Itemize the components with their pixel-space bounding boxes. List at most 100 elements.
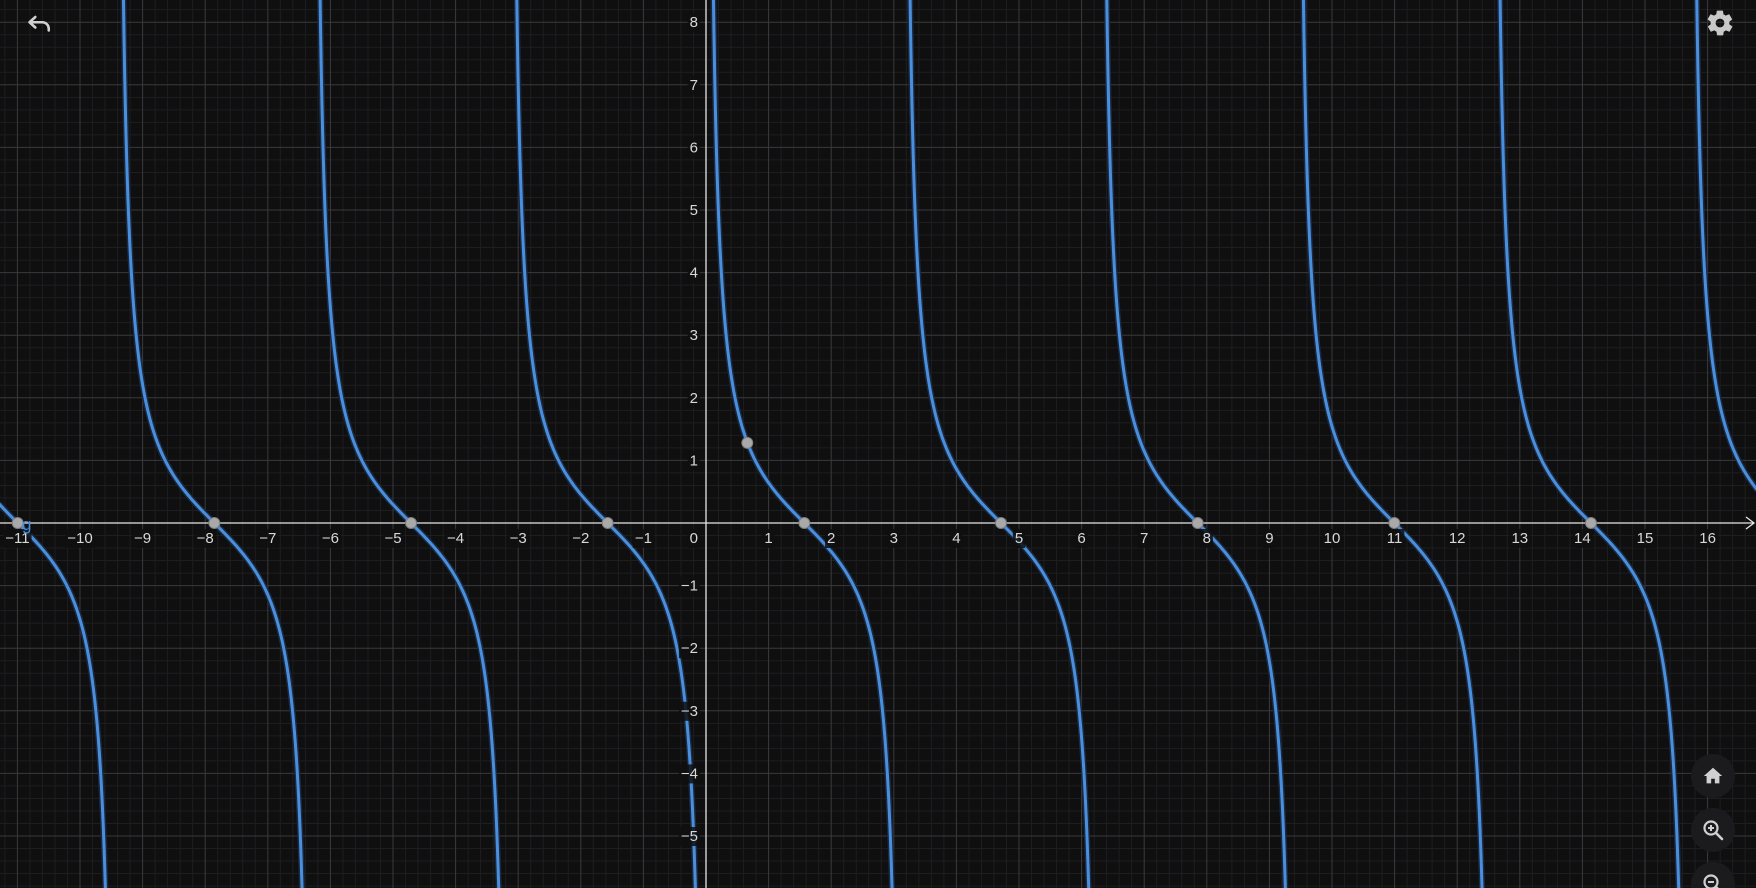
y-tick-label: 5 [690, 202, 698, 219]
function-point[interactable] [741, 436, 754, 449]
x-tick-label: −1 [635, 530, 652, 547]
x-tick-label: 3 [890, 530, 898, 547]
tick-label-backdrop [1572, 529, 1593, 548]
tick-label-backdrop [687, 13, 700, 33]
function-point[interactable] [405, 517, 418, 529]
tick-label-backdrop [678, 576, 700, 596]
function-point[interactable] [208, 517, 221, 529]
tick-label-backdrop [950, 529, 963, 548]
y-tick-label: 1 [690, 452, 698, 469]
function-points[interactable] [11, 436, 1597, 529]
x-tick-label: −9 [134, 530, 151, 547]
tick-label-backdrop [687, 75, 700, 95]
x-tick-label: 0 [690, 530, 698, 547]
tick-label-backdrop [678, 827, 700, 846]
y-tick-label: −3 [681, 703, 698, 720]
x-tick-label: 7 [1140, 530, 1148, 547]
function-label: g [22, 515, 31, 534]
x-tick-label: −2 [572, 530, 589, 547]
x-tick-label: −7 [259, 530, 276, 547]
x-tick-label: 2 [827, 530, 835, 547]
function-point[interactable] [994, 517, 1007, 529]
y-tick-label: 7 [690, 77, 698, 94]
undo-button[interactable] [20, 4, 60, 44]
tick-label-backdrop [687, 529, 700, 548]
y-tick-label: −5 [681, 828, 698, 845]
x-tick-label: 12 [1449, 530, 1466, 547]
tick-label-backdrop [825, 529, 838, 548]
axis-tick-labels: −11 −10 −9 −8 −7 −6 −5 −4 −3 −2 −1 0 1 2 3 4 5 6 7 8 9 10 11 12… [3, 13, 1718, 846]
settings-button[interactable] [1700, 3, 1740, 43]
tick-label-backdrop [678, 639, 700, 659]
y-tick-label: 4 [690, 265, 698, 282]
tick-label-backdrop [632, 529, 654, 548]
y-tick-label: −4 [681, 765, 698, 782]
x-tick-label: 9 [1265, 530, 1273, 547]
tick-label-backdrop [1384, 529, 1405, 548]
tick-label-backdrop [3, 529, 32, 548]
tick-label-backdrop [319, 529, 341, 548]
tick-label-backdrop [445, 529, 467, 548]
x-tick-label: 4 [952, 530, 960, 547]
y-tick-label: 6 [690, 139, 698, 156]
tick-label-backdrop [1634, 529, 1656, 548]
y-tick-label: −1 [681, 578, 698, 595]
tick-label-backdrop [1200, 529, 1213, 548]
tick-label-backdrop [382, 529, 404, 548]
tick-label-backdrop [1012, 529, 1026, 548]
x-tick-label: 14 [1574, 530, 1591, 547]
x-tick-label: 6 [1077, 530, 1085, 547]
y-tick-label: 3 [690, 327, 698, 344]
function-point[interactable] [1584, 517, 1597, 529]
tick-label-backdrop [194, 529, 216, 548]
tick-label-backdrop [687, 326, 700, 346]
function-point[interactable] [11, 517, 24, 529]
tick-label-backdrop [570, 529, 592, 548]
function-point[interactable] [1191, 517, 1204, 529]
home-icon [1703, 767, 1723, 784]
x-tick-label: 16 [1699, 530, 1716, 547]
x-tick-label: −4 [447, 530, 464, 547]
tick-label-backdrop [1509, 529, 1531, 548]
x-tick-label: 11 [1387, 530, 1403, 547]
tick-label-backdrop [507, 529, 529, 548]
tick-label-backdrop [678, 701, 700, 721]
tick-label-backdrop [1697, 529, 1718, 548]
x-tick-label: 13 [1511, 530, 1528, 547]
y-tick-label: 8 [690, 14, 698, 31]
tick-label-backdrop [687, 388, 700, 408]
zoom-in-button[interactable] [1691, 808, 1735, 852]
tick-label-backdrop [1138, 529, 1151, 548]
tick-label-backdrop [687, 138, 700, 158]
x-tick-label: −6 [322, 530, 339, 547]
x-tick-label: 10 [1324, 530, 1341, 547]
x-tick-label: −5 [384, 530, 401, 547]
x-tick-label: −8 [197, 530, 214, 547]
function-point[interactable] [798, 517, 811, 529]
y-tick-label: −2 [681, 640, 698, 657]
undo-icon [28, 15, 51, 32]
tick-label-backdrop [1321, 529, 1343, 548]
x-tick-label: 5 [1015, 530, 1023, 547]
tick-label-backdrop [132, 529, 154, 548]
zoom-in-icon [1703, 820, 1724, 841]
tick-label-backdrop [687, 201, 700, 220]
x-tick-label: 8 [1203, 530, 1211, 547]
function-point[interactable] [1388, 517, 1401, 529]
x-axis-arrow [1745, 516, 1756, 530]
home-button[interactable] [1691, 754, 1735, 798]
tick-label-backdrop [65, 529, 95, 548]
function-point[interactable] [601, 517, 614, 529]
gear-icon [1707, 10, 1733, 36]
tick-label-backdrop [257, 529, 279, 548]
tick-label-backdrop [762, 529, 775, 548]
tick-label-backdrop [887, 529, 900, 548]
tick-label-backdrop [687, 451, 700, 471]
x-tick-label: −11 [5, 530, 29, 547]
x-tick-label: −10 [67, 530, 92, 547]
